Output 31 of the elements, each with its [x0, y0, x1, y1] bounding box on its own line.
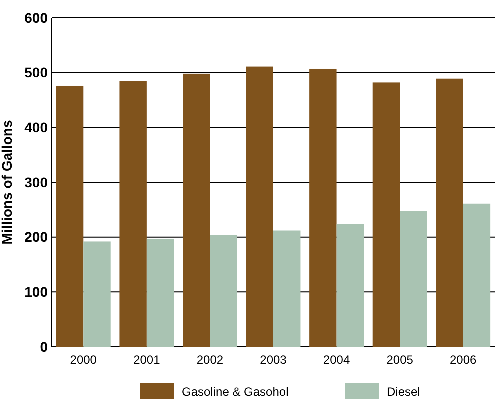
y-tick-label: 0: [40, 338, 48, 355]
y-tick-label: 600: [24, 10, 48, 26]
bar: [246, 66, 274, 347]
bar: [183, 74, 210, 347]
y-tick-label: 300: [24, 174, 48, 190]
bar: [463, 204, 491, 347]
y-tick-label: 500: [24, 64, 48, 81]
bar: [310, 68, 337, 347]
bar: [84, 242, 111, 347]
bar: [372, 82, 400, 347]
bar: [56, 86, 84, 347]
y-tick-label: 200: [24, 229, 48, 246]
legend-label: Gasoline & Gasohol: [182, 385, 289, 400]
x-tick-label: 2002: [196, 353, 224, 367]
bar: [436, 78, 464, 347]
bar: [336, 224, 364, 347]
x-tick-label: 2003: [260, 353, 288, 367]
bar: [274, 230, 301, 347]
bar: [210, 235, 238, 347]
x-tick-label: 2005: [386, 353, 414, 367]
x-tick-label: 2000: [70, 353, 98, 367]
y-tick-label: 100: [24, 284, 48, 300]
x-tick-label: 2001: [134, 353, 161, 367]
x-tick-label: 2006: [450, 353, 478, 367]
x-tick-label: 2004: [323, 353, 350, 367]
bar: [120, 81, 147, 347]
bar: [146, 238, 174, 347]
legend-label: Diesel: [387, 385, 420, 400]
y-tick-label: 400: [24, 120, 48, 136]
y-axis-title: Millions of Gallons: [0, 120, 15, 245]
bar: [400, 211, 428, 347]
